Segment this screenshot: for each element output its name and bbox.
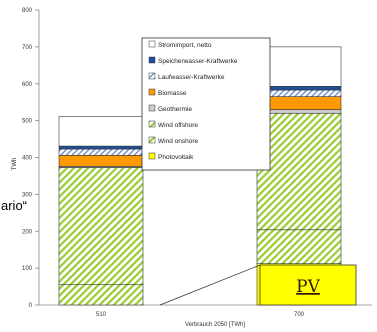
pv-callout-line — [159, 264, 261, 306]
y-tick-label: 500 — [22, 119, 33, 125]
pv-label: PV — [296, 277, 320, 297]
legend-swatch — [148, 40, 156, 48]
bar-segment — [58, 148, 144, 156]
bar-segment — [58, 284, 144, 306]
bar-segment — [256, 229, 342, 264]
partial-overlay-text: ario“ — [1, 198, 27, 213]
legend-label: Wind onshore — [158, 138, 198, 145]
legend-label: Stromimport, netto — [158, 42, 212, 49]
legend-label: Speicherwasser-Kraftwerke — [158, 58, 238, 65]
y-ticks: 0 100 200 300 400 500 600 700 800 — [22, 8, 39, 309]
legend-label: Photovoltaik — [158, 154, 194, 161]
bar-segment — [58, 154, 144, 167]
y-tick-label: 100 — [22, 266, 33, 272]
y-tick-label: 300 — [22, 192, 33, 198]
legend-label: Laufwasser-Kraftwerke — [158, 74, 225, 81]
legend-swatch — [148, 136, 156, 144]
bar-segment — [58, 167, 144, 286]
legend-swatch — [148, 56, 156, 64]
legend-swatch — [148, 120, 156, 128]
y-tick-label: 0 — [29, 303, 33, 309]
y-tick-label: 600 — [22, 82, 33, 88]
bar-segment — [256, 112, 342, 231]
legend-label: Biomasse — [158, 90, 187, 97]
y-tick-label: 700 — [22, 45, 33, 51]
legend-swatch — [148, 72, 156, 80]
pv-box: PV — [259, 264, 357, 306]
legend-swatch — [148, 88, 156, 96]
x-tick-label: 700 — [294, 312, 305, 318]
legend-box — [141, 37, 271, 171]
x-ticks: 510 700 — [96, 312, 305, 318]
bar-segment — [256, 46, 342, 87]
x-axis-label: Verbrauch 2050 [TWh] — [185, 322, 245, 328]
legend-label: Geothermie — [158, 106, 192, 113]
bar-segment — [58, 145, 144, 150]
y-tick-label: 200 — [22, 229, 33, 235]
legend-label: Wind offshore — [158, 122, 198, 129]
y-tick-label: 800 — [22, 8, 33, 14]
y-axis-label: TWh — [12, 158, 18, 171]
bar-segment — [58, 116, 144, 147]
legend-swatch — [148, 152, 156, 160]
legend-swatch — [148, 104, 156, 112]
x-tick-label: 510 — [96, 312, 107, 318]
y-tick-label: 400 — [22, 156, 33, 162]
legend: Stromimport, netto Speicherwasser-Kraftwe… — [141, 37, 271, 171]
